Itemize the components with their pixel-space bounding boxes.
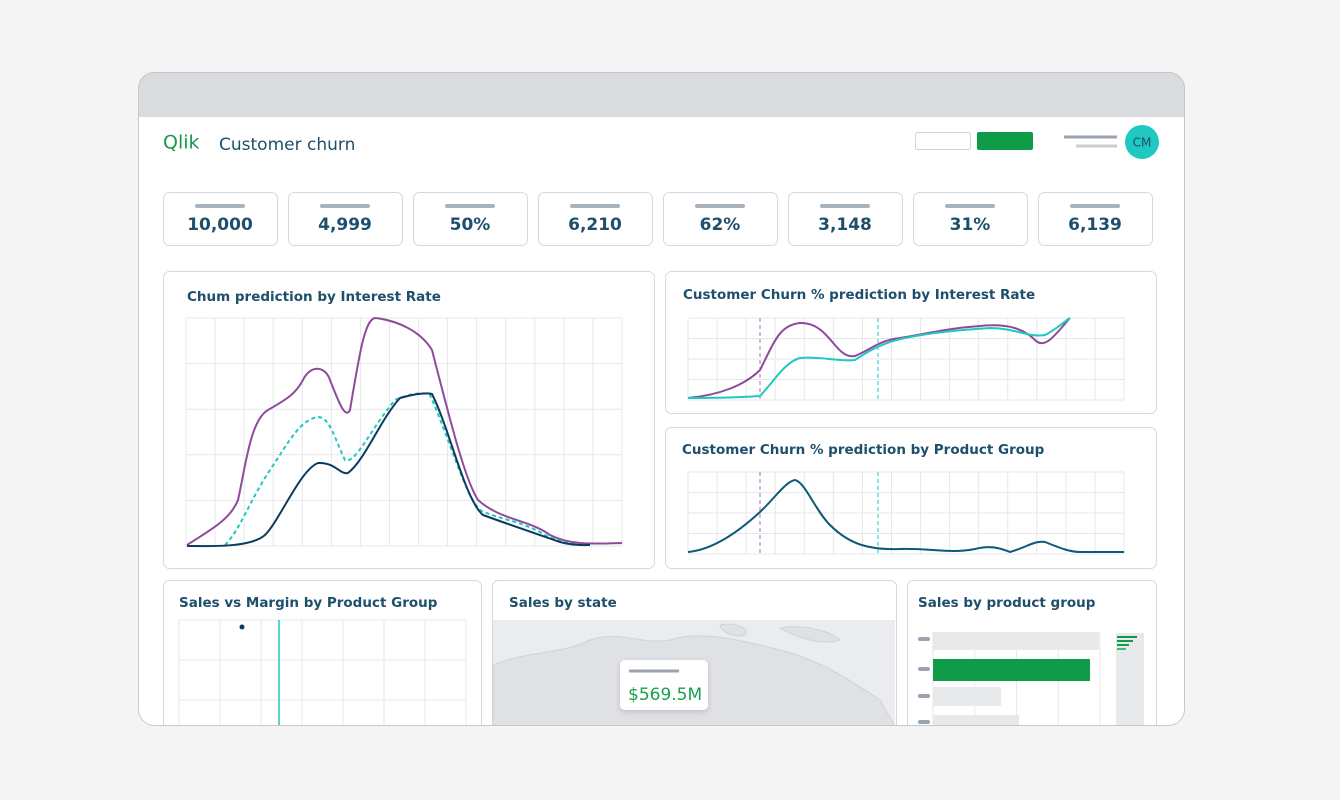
kpi-card: [163, 192, 278, 246]
window-border: [138, 72, 1185, 726]
line: [687, 478, 1124, 554]
line: [224, 392, 591, 546]
kpi-value: 31%: [950, 215, 991, 235]
panel-title: Sales by state: [509, 595, 617, 611]
mini-bar: [1117, 636, 1137, 638]
panel-title: Customer Churn % prediction by Product G…: [682, 442, 1045, 458]
panel-title: Sales by product group: [918, 595, 1096, 611]
kpi-card: [288, 192, 403, 246]
kpi-row: 10,000 4,999 50% 6,210 62% 3,148 31% 6,139: [163, 192, 1153, 246]
button[interactable]: [977, 132, 1033, 150]
line: [687, 317, 1071, 399]
scrollbar[interactable]: [1116, 633, 1144, 730]
panel: [665, 271, 1157, 414]
bar: [933, 632, 1099, 650]
panel-title: Customer Churn % prediction by Interest …: [683, 287, 1035, 303]
title-bar: [138, 72, 1185, 117]
logo: Qlik: [163, 132, 200, 154]
kpi-card: [1038, 192, 1153, 246]
bar-label: [918, 694, 930, 698]
grid: [178, 619, 467, 726]
land: [719, 623, 841, 643]
line: [186, 392, 591, 548]
point: [239, 624, 245, 630]
kpi-value: 50%: [450, 215, 491, 235]
tooltip-value: $569.5M: [628, 685, 702, 705]
line: [186, 316, 623, 546]
avatar[interactable]: [1125, 125, 1159, 159]
kpi-card: [788, 192, 903, 246]
panel-title: Sales vs Margin by Product Group: [179, 595, 438, 611]
kpi-card: [913, 192, 1028, 246]
panel: [163, 271, 655, 569]
bar-label: [918, 720, 930, 724]
kpi-value: 3,148: [818, 215, 872, 235]
kpi-value: 4,999: [318, 215, 372, 235]
kpi-value: 62%: [700, 215, 741, 235]
grid: [185, 317, 623, 547]
bar: [933, 715, 1019, 726]
panel-title: Chum prediction by Interest Rate: [187, 289, 441, 305]
kpi-card: [663, 192, 778, 246]
kpi-card: [538, 192, 653, 246]
app-title: Customer churn: [219, 135, 355, 155]
bar-label: [918, 637, 930, 641]
bar: [933, 659, 1090, 681]
bar-label: [918, 667, 930, 671]
button[interactable]: [915, 132, 971, 150]
bar-list: [918, 632, 1144, 730]
window: Qlik Customer churn CM 10,000 4,999 50% 6,2…: [138, 72, 1185, 730]
kpi-value: 6,210: [568, 215, 622, 235]
mini-bar: [1117, 644, 1129, 646]
avatar-initials: CM: [1133, 136, 1152, 150]
mini-bar: [1117, 640, 1133, 642]
kpi-card: [413, 192, 528, 246]
kpi-value: 10,000: [187, 215, 253, 235]
bar: [933, 687, 1001, 706]
kpi-value: 6,139: [1068, 215, 1122, 235]
grid: [687, 471, 1125, 555]
mini-bar: [1117, 648, 1126, 650]
